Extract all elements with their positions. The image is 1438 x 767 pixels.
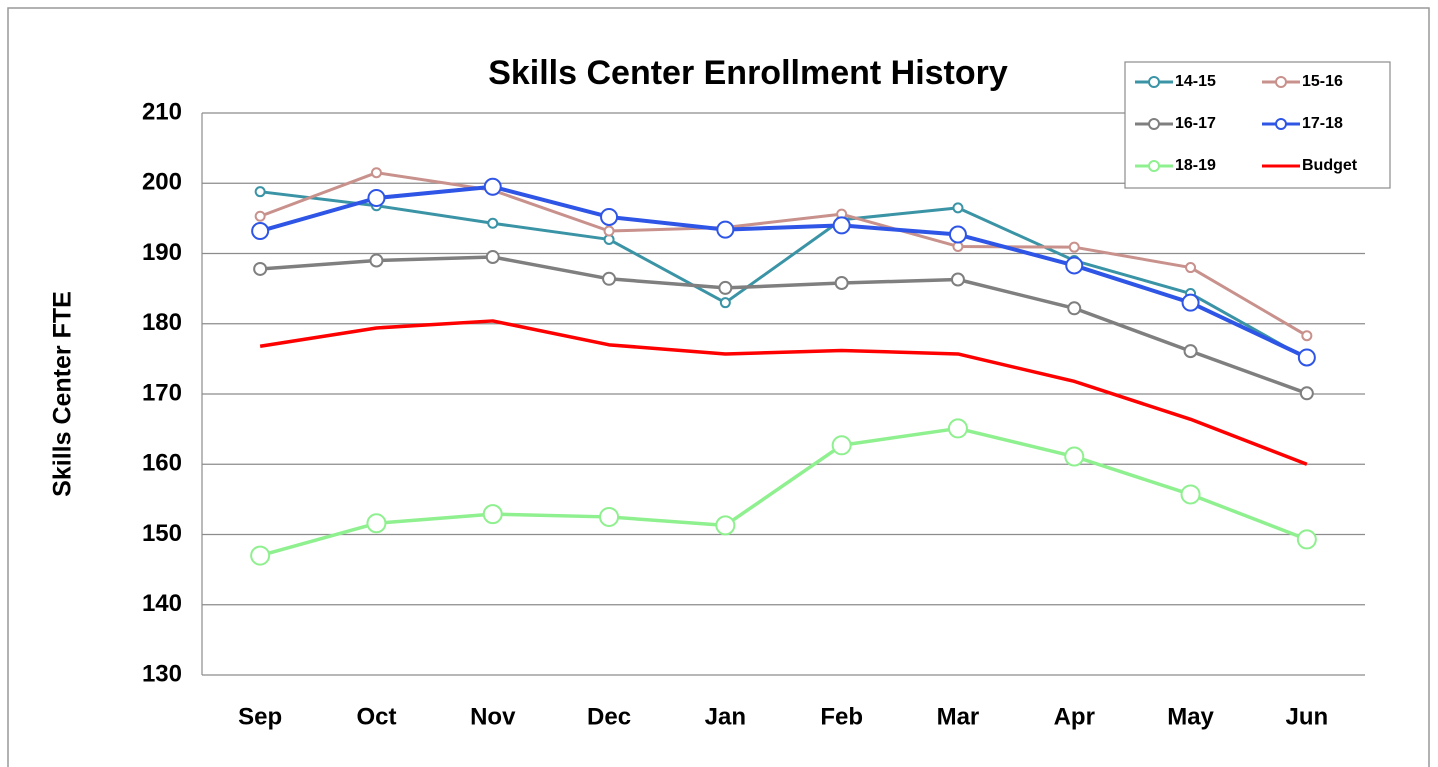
series-marker [718, 280, 733, 295]
series-marker [483, 177, 502, 196]
legend-label: 14-15 [1175, 73, 1216, 90]
y-tick-label: 130 [142, 660, 182, 687]
x-tick-label: May [1167, 703, 1214, 730]
chart-border [7, 7, 1430, 767]
series-marker [254, 210, 266, 222]
y-tick-label: 180 [142, 309, 182, 336]
y-tick-label: 140 [142, 590, 182, 617]
y-tick-label: 150 [142, 520, 182, 547]
series-marker [952, 202, 964, 214]
series-marker [1185, 262, 1197, 274]
legend-marker [1275, 76, 1287, 88]
x-tick-label: Jun [1286, 703, 1329, 730]
series-marker [370, 167, 382, 179]
series-marker [1065, 256, 1084, 275]
x-tick-label: Apr [1054, 703, 1095, 730]
series-marker [1183, 344, 1198, 359]
legend-marker [1275, 118, 1287, 130]
y-tick-label: 160 [142, 450, 182, 477]
series-marker [253, 261, 268, 276]
legend-label: 15-16 [1302, 73, 1343, 90]
series-marker [485, 250, 500, 265]
series-line [259, 184, 1308, 360]
series-marker [1301, 330, 1313, 342]
legend-marker [1148, 118, 1160, 130]
x-tick-label: Dec [587, 703, 631, 730]
series-marker [366, 513, 387, 534]
series-marker [1297, 348, 1316, 367]
legend-label: Budget [1302, 157, 1358, 174]
series-marker [1181, 293, 1200, 312]
y-axis-label: Skills Center FTE [49, 291, 77, 497]
series-marker [831, 435, 852, 456]
series-marker [251, 222, 270, 241]
series-marker [1067, 301, 1082, 316]
chart-title: Skills Center Enrollment History [488, 54, 1008, 92]
series-marker [600, 207, 619, 226]
legend-label: 18-19 [1175, 157, 1216, 174]
series-marker [599, 506, 620, 527]
series-marker [250, 545, 271, 566]
series-marker [367, 189, 386, 208]
series-marker [1064, 446, 1085, 467]
series-marker [603, 225, 615, 237]
series-marker [716, 220, 735, 239]
series-marker [1296, 529, 1317, 550]
series-line [259, 319, 1308, 466]
series-marker [487, 217, 499, 229]
legend-label: 17-18 [1302, 115, 1343, 132]
y-tick-label: 190 [142, 239, 182, 266]
legend-marker [1148, 160, 1160, 172]
x-tick-label: Jan [705, 703, 746, 730]
series-marker [482, 504, 503, 525]
series-marker [950, 272, 965, 287]
series-marker [719, 297, 731, 309]
legend-marker [1148, 76, 1160, 88]
x-tick-label: Sep [238, 703, 282, 730]
series-line [259, 426, 1308, 558]
series-marker [254, 186, 266, 198]
series-marker [947, 418, 968, 439]
y-tick-label: 200 [142, 169, 182, 196]
series-marker [1068, 241, 1080, 253]
series-marker [602, 271, 617, 286]
series-marker [369, 253, 384, 268]
x-tick-label: Mar [937, 703, 980, 730]
x-tick-label: Oct [356, 703, 396, 730]
x-tick-label: Nov [470, 703, 516, 730]
series-marker [715, 515, 736, 536]
series-line [259, 171, 1308, 337]
x-tick-label: Feb [820, 703, 863, 730]
series-marker [1180, 484, 1201, 505]
y-tick-label: 210 [142, 98, 182, 125]
series-marker [1299, 386, 1314, 401]
y-tick-label: 170 [142, 379, 182, 406]
legend-label: 16-17 [1175, 115, 1216, 132]
series-marker [948, 225, 967, 244]
series-line [260, 255, 1308, 395]
series-line [259, 190, 1308, 361]
series-marker [832, 216, 851, 235]
series-marker [834, 276, 849, 291]
